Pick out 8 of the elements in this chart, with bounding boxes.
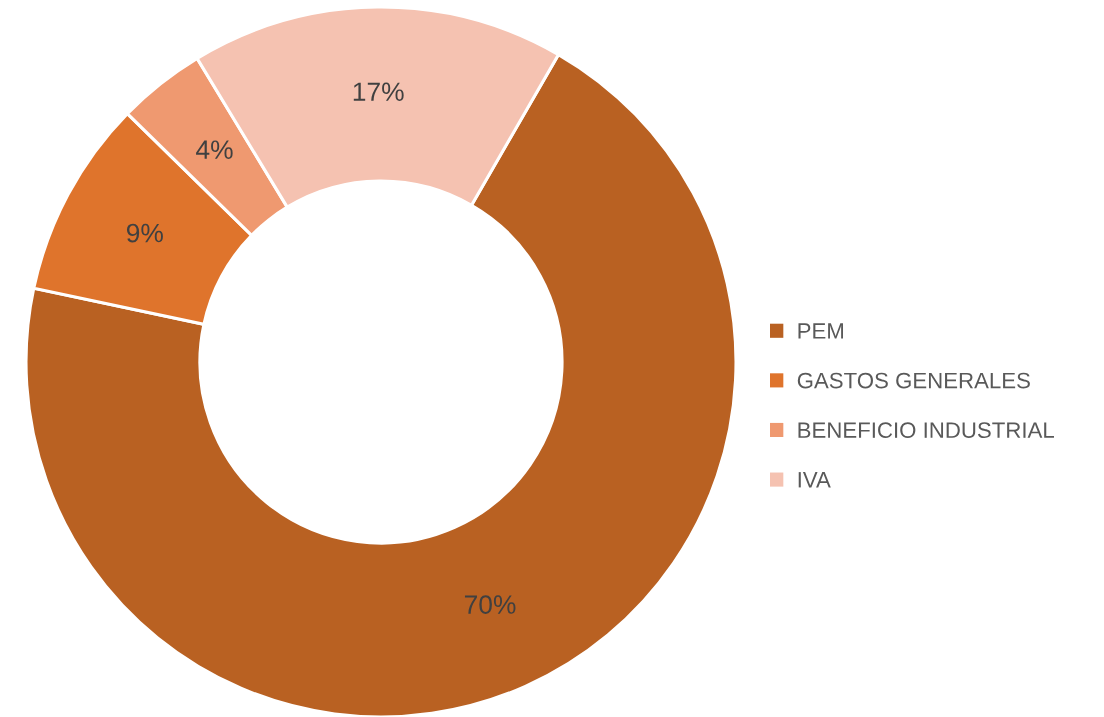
data-label: 17%: [353, 82, 404, 101]
legend-label: BENEFICIO INDUSTRIAL: [798, 422, 1054, 439]
legend-label: GASTOS GENERALES: [797, 372, 1030, 389]
data-label: 4%: [196, 140, 233, 159]
legend-label: PEM: [798, 323, 843, 339]
data-label: 9%: [126, 223, 163, 243]
legend-label: IVA: [798, 472, 831, 488]
data-label: 70%: [464, 595, 516, 614]
